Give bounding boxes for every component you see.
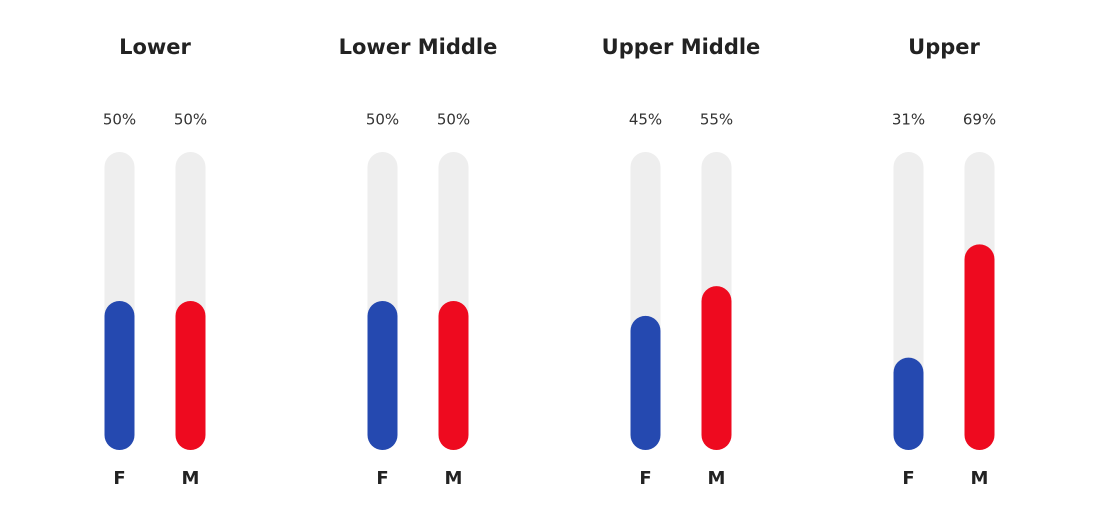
group-title: Lower Middle — [339, 35, 498, 59]
group-title: Upper Middle — [602, 35, 761, 59]
series-label: F — [376, 468, 388, 489]
series-label: M — [708, 468, 726, 489]
value-label: 31% — [892, 111, 925, 129]
series-label: F — [113, 468, 125, 489]
series-label: F — [902, 468, 914, 489]
value-label: 50% — [437, 111, 470, 129]
bar — [438, 301, 469, 450]
group-title: Upper — [908, 35, 980, 59]
value-label: 69% — [963, 111, 996, 129]
value-label: 45% — [629, 111, 662, 129]
bar — [367, 301, 398, 450]
series-label: M — [971, 468, 989, 489]
bar — [104, 301, 135, 450]
value-label: 50% — [366, 111, 399, 129]
series-label: M — [182, 468, 200, 489]
group-title: Lower — [119, 35, 191, 59]
bar — [893, 357, 924, 450]
bar — [964, 244, 995, 450]
series-label: F — [639, 468, 651, 489]
value-label: 50% — [174, 111, 207, 129]
bar — [630, 315, 661, 450]
value-label: 50% — [103, 111, 136, 129]
bar — [701, 286, 732, 450]
value-label: 55% — [700, 111, 733, 129]
series-label: M — [445, 468, 463, 489]
bar — [175, 301, 206, 450]
